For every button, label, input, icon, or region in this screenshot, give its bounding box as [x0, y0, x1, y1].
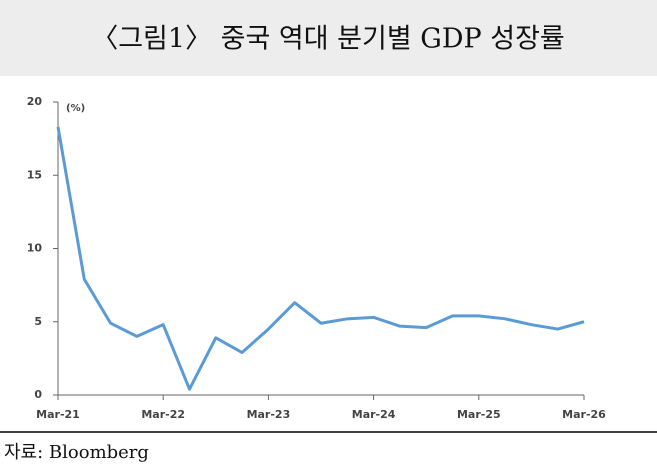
data-line: [56, 126, 585, 391]
y-unit: (%): [66, 103, 85, 114]
y-tick-label: 0: [34, 388, 42, 401]
y-tick-label: 5: [34, 315, 42, 328]
x-tick-label: Mar-25: [457, 408, 501, 421]
y-tick-label: 15: [27, 168, 42, 181]
header-band: [0, 0, 657, 76]
x-tick-label: Mar-23: [247, 408, 291, 421]
y-tick-label: 20: [27, 95, 43, 108]
x-tick-label: Mar-21: [36, 408, 80, 421]
x-tick-label: Mar-26: [562, 408, 606, 421]
chart-title: 〈그림1〉 중국 역대 분기별 GDP 성장률: [91, 24, 565, 55]
x-tick-label: Mar-24: [352, 408, 396, 421]
x-tick-label: Mar-22: [141, 408, 185, 421]
y-tick-label: 10: [27, 242, 43, 255]
source: 자료: Bloomberg: [4, 442, 149, 463]
